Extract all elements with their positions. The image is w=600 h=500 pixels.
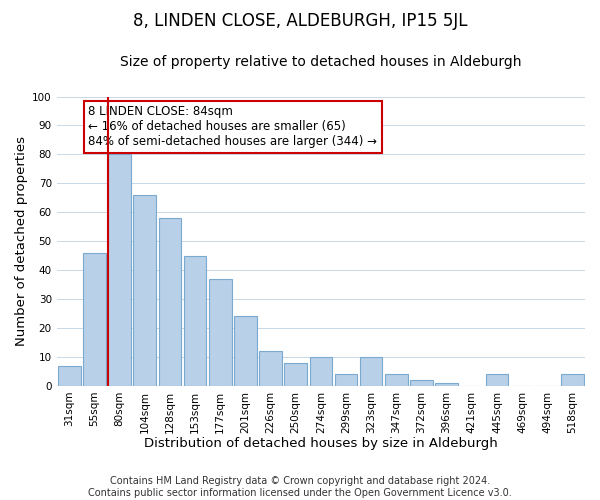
Text: Contains HM Land Registry data © Crown copyright and database right 2024.
Contai: Contains HM Land Registry data © Crown c… bbox=[88, 476, 512, 498]
Bar bbox=[436, 383, 458, 386]
X-axis label: Distribution of detached houses by size in Aldeburgh: Distribution of detached houses by size … bbox=[144, 437, 498, 450]
Bar bbox=[561, 374, 584, 386]
Bar bbox=[234, 316, 257, 386]
Bar bbox=[310, 357, 332, 386]
Bar bbox=[209, 279, 232, 386]
Bar bbox=[485, 374, 508, 386]
Bar bbox=[410, 380, 433, 386]
Bar bbox=[108, 154, 131, 386]
Bar bbox=[83, 253, 106, 386]
Title: Size of property relative to detached houses in Aldeburgh: Size of property relative to detached ho… bbox=[120, 55, 521, 69]
Bar bbox=[335, 374, 358, 386]
Bar bbox=[259, 351, 282, 386]
Bar bbox=[360, 357, 382, 386]
Bar bbox=[284, 362, 307, 386]
Bar bbox=[58, 366, 80, 386]
Bar bbox=[133, 195, 156, 386]
Bar bbox=[184, 256, 206, 386]
Y-axis label: Number of detached properties: Number of detached properties bbox=[15, 136, 28, 346]
Text: 8, LINDEN CLOSE, ALDEBURGH, IP15 5JL: 8, LINDEN CLOSE, ALDEBURGH, IP15 5JL bbox=[133, 12, 467, 30]
Text: 8 LINDEN CLOSE: 84sqm
← 16% of detached houses are smaller (65)
84% of semi-deta: 8 LINDEN CLOSE: 84sqm ← 16% of detached … bbox=[88, 105, 377, 148]
Bar bbox=[158, 218, 181, 386]
Bar bbox=[385, 374, 407, 386]
